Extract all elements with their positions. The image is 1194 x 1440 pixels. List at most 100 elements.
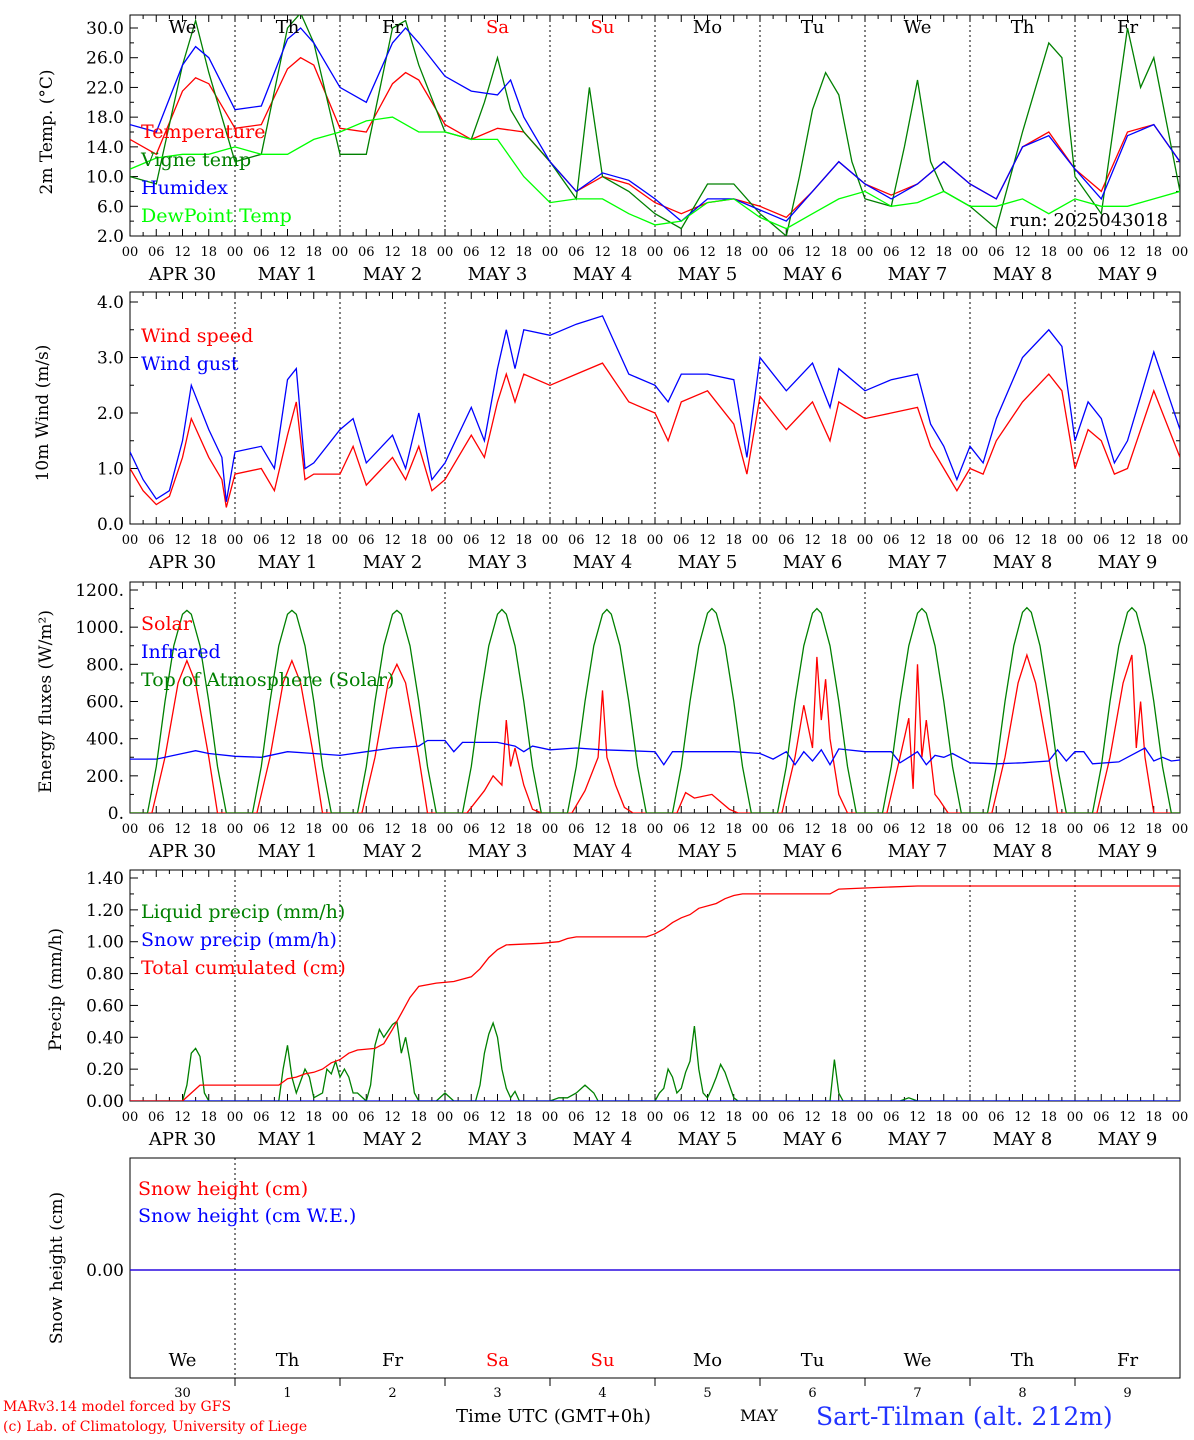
hour-label: 06	[1093, 822, 1110, 837]
date-label: MAY 6	[783, 264, 843, 285]
weekday-label: Tu	[801, 17, 825, 38]
hour-label: 18	[620, 533, 637, 548]
hour-label: 18	[620, 822, 637, 837]
date-label: MAY 1	[258, 552, 318, 573]
legend-entry: Humidex	[141, 177, 228, 199]
station-label: Sart-Tilman (alt. 212m)	[816, 1402, 1113, 1431]
hour-label: 06	[148, 1110, 165, 1125]
date-label: MAY 3	[468, 264, 528, 285]
date-label: MAY 2	[363, 552, 423, 573]
x-axis-title: Time UTC (GMT+0h)	[456, 1406, 651, 1427]
weekday-label: Su	[591, 17, 615, 38]
series-line-total-cumulated-cm-	[130, 885, 1180, 1101]
hour-label: 06	[358, 1110, 375, 1125]
hour-label: 00	[1067, 1110, 1084, 1125]
hour-label: 00	[542, 245, 559, 260]
hour-label: 06	[673, 533, 690, 548]
hour-label: 18	[725, 1110, 742, 1125]
hour-label: 00	[227, 533, 244, 548]
date-label: MAY 1	[258, 841, 318, 862]
hour-label: 00	[122, 1110, 139, 1125]
weekday-label-bottom: Sa	[486, 1350, 509, 1371]
hour-label: 12	[804, 245, 821, 260]
hour-label: 06	[883, 822, 900, 837]
hour-label: 06	[253, 533, 270, 548]
y-tick-label: 6.0	[97, 197, 124, 217]
hour-label: 12	[489, 1110, 506, 1125]
hour-label: 06	[568, 245, 585, 260]
hour-label: 18	[200, 533, 217, 548]
hour-label: 18	[830, 533, 847, 548]
weekday-label: We	[904, 17, 932, 38]
hour-label: 00	[752, 245, 769, 260]
hour-label: 00	[857, 822, 874, 837]
y-tick-label: 1.40	[86, 869, 124, 889]
legend-entry: DewPoint Temp	[141, 205, 292, 227]
hour-label: 18	[620, 245, 637, 260]
hour-label: 12	[279, 245, 296, 260]
hour-label: 06	[673, 822, 690, 837]
hour-label: 12	[384, 533, 401, 548]
date-label: MAY 2	[363, 264, 423, 285]
weekday-label-bottom: Tu	[801, 1350, 825, 1371]
weekday-label: Mo	[693, 17, 722, 38]
weekday-label-bottom: Fr	[1117, 1350, 1138, 1371]
day-number-label: 9	[1123, 1386, 1131, 1401]
hour-label: 00	[962, 533, 979, 548]
hour-label: 18	[1040, 245, 1057, 260]
legend-entry: Infrared	[141, 641, 221, 663]
date-label: MAY 4	[573, 552, 633, 573]
hour-label: 06	[988, 245, 1005, 260]
hour-label: 06	[883, 245, 900, 260]
day-number-label: 30	[174, 1386, 191, 1401]
date-label: MAY 2	[363, 841, 423, 862]
hour-label: 06	[148, 822, 165, 837]
hour-label: 00	[1067, 533, 1084, 548]
y-tick-label: 0.20	[86, 1060, 124, 1080]
hour-label: 12	[489, 245, 506, 260]
y-tick-label: 1.20	[86, 901, 124, 921]
weekday-label: Fr	[382, 17, 403, 38]
y-tick-label: 18.0	[86, 108, 124, 128]
date-label: MAY 5	[678, 841, 738, 862]
date-label: MAY 7	[888, 552, 948, 573]
legend-entry: Snow height (cm W.E.)	[138, 1205, 356, 1227]
date-label: MAY 6	[783, 552, 843, 573]
hour-label: 18	[935, 533, 952, 548]
hour-label: 12	[699, 533, 716, 548]
date-label: MAY 8	[993, 264, 1053, 285]
hour-label: 12	[1014, 822, 1031, 837]
date-label: MAY 8	[993, 1129, 1053, 1150]
model-credit: MARv3.14 model forced by GFS	[3, 1399, 232, 1415]
hour-label: 06	[568, 533, 585, 548]
y-axis-title: Snow height (cm)	[47, 1192, 67, 1344]
hour-label: 00	[962, 822, 979, 837]
y-tick-label: 4.0	[97, 293, 124, 313]
weekday-label-bottom: Th	[1011, 1350, 1035, 1371]
hour-label: 12	[1014, 1110, 1031, 1125]
hour-label: 18	[1145, 533, 1162, 548]
day-number-label: 5	[703, 1386, 711, 1401]
day-number-label: 6	[808, 1386, 816, 1401]
hour-label: 06	[1093, 533, 1110, 548]
date-label: MAY 3	[468, 552, 528, 573]
hour-label: 00	[227, 822, 244, 837]
weekday-label: Th	[276, 17, 300, 38]
hour-label: 00	[857, 1110, 874, 1125]
hour-label: 12	[489, 533, 506, 548]
hour-label: 12	[909, 822, 926, 837]
y-tick-label: 800.	[86, 655, 124, 675]
hour-label: 12	[1119, 245, 1136, 260]
hour-label: 00	[857, 533, 874, 548]
y-tick-label: 10.0	[86, 168, 124, 188]
date-label: MAY 7	[888, 841, 948, 862]
lab-credit: (c) Lab. of Climatology, University of L…	[3, 1419, 308, 1435]
hour-label: 18	[305, 1110, 322, 1125]
y-tick-label: 0.00	[86, 1092, 124, 1112]
y-tick-label: 0.80	[86, 965, 124, 985]
hour-label: 06	[148, 245, 165, 260]
y-tick-label: 200.	[86, 767, 124, 787]
date-label: APR 30	[148, 841, 216, 862]
hour-label: 00	[437, 1110, 454, 1125]
month-label: MAY	[740, 1406, 778, 1425]
